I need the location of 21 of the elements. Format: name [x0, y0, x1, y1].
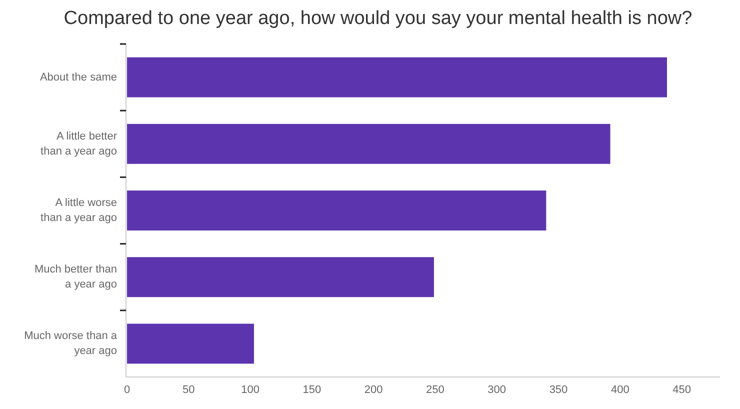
x-tick-label: 400: [610, 384, 630, 396]
chart-title: Compared to one year ago, how would you say your mental health is now?: [64, 8, 692, 29]
y-tick-label: Much worse than a year ago: [24, 330, 118, 358]
bar: [127, 190, 546, 230]
x-tick-label: 100: [241, 384, 260, 396]
bar: [127, 57, 667, 98]
bar: [127, 324, 254, 364]
x-tick-label: 50: [182, 384, 195, 396]
bar: [127, 257, 434, 298]
y-tick-label: Much better than a year ago: [34, 264, 117, 291]
x-tick-label: 200: [364, 384, 383, 396]
bar: [127, 124, 610, 164]
x-tick-label: 0: [124, 384, 130, 396]
x-tick-label: 450: [672, 384, 691, 396]
x-tick-label: 350: [549, 384, 568, 396]
y-tick-label: A little better than a year ago: [40, 130, 118, 158]
y-tick-label: A little worse than a year ago: [40, 196, 117, 224]
y-tick-label: About the same: [40, 71, 117, 84]
x-tick-label: 300: [488, 384, 506, 396]
x-tick-label: 250: [426, 384, 444, 396]
x-tick-label: 150: [302, 384, 322, 396]
